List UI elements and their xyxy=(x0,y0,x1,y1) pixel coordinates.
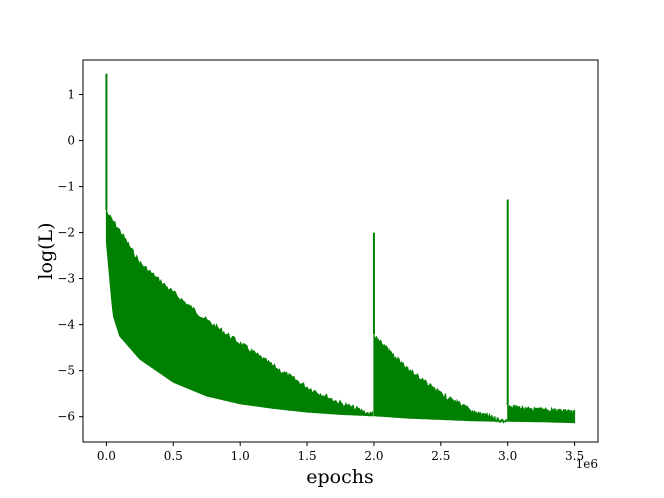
x-offset-label: 1e6 xyxy=(576,457,598,471)
y-tick-label: −4 xyxy=(57,318,75,332)
x-tick-label: 1.0 xyxy=(231,449,250,463)
y-tick-label: −3 xyxy=(57,272,75,286)
y-axis: 1 0 −1 −2 −3 −4 −5 −6 xyxy=(57,88,83,424)
y-tick-label: 1 xyxy=(67,88,75,102)
plot-frame xyxy=(82,59,599,443)
x-tick-label: 3.5 xyxy=(565,449,584,463)
y-tick-label: −6 xyxy=(57,410,75,424)
x-tick-label: 0.0 xyxy=(97,449,116,463)
y-tick-label: −1 xyxy=(57,180,75,194)
x-axis: 0.0 0.5 1.0 1.5 2.0 2.5 3.0 3.5 xyxy=(97,442,584,463)
loss-band-0 xyxy=(105,209,374,417)
loss-band-1 xyxy=(373,333,507,424)
y-axis-label: log(L) xyxy=(35,222,57,279)
x-axis-label: epochs xyxy=(306,466,373,488)
x-tick-label: 2.0 xyxy=(364,449,383,463)
y-tick-label: −2 xyxy=(57,226,75,240)
plot-area xyxy=(83,60,598,442)
x-tick-label: 3.0 xyxy=(498,449,517,463)
y-tick-label: −5 xyxy=(57,364,75,378)
loss-series xyxy=(105,73,576,424)
loss-band-2 xyxy=(507,403,576,424)
y-tick-label: 0 xyxy=(67,134,75,148)
x-tick-label: 0.5 xyxy=(164,449,183,463)
x-tick-label: 2.5 xyxy=(431,449,450,463)
x-tick-label: 1.5 xyxy=(298,449,317,463)
